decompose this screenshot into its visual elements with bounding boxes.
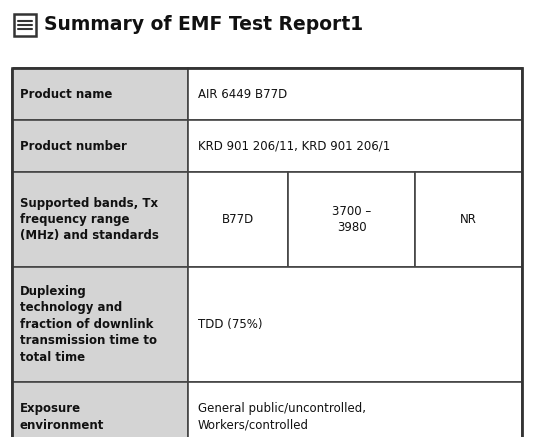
- Bar: [12, 382, 188, 437]
- Bar: [188, 120, 522, 172]
- Text: Summary of EMF Test Report1: Summary of EMF Test Report1: [44, 15, 363, 35]
- Bar: [415, 172, 522, 267]
- Bar: [14, 14, 36, 36]
- Bar: [188, 267, 522, 382]
- Text: NR: NR: [460, 213, 477, 226]
- Bar: [12, 172, 188, 267]
- Bar: [188, 68, 522, 120]
- Text: KRD 901 206/11, KRD 901 206/1: KRD 901 206/11, KRD 901 206/1: [198, 139, 390, 153]
- Bar: [288, 172, 415, 267]
- Text: Product name: Product name: [20, 87, 112, 101]
- Bar: [12, 267, 188, 382]
- Text: B77D: B77D: [222, 213, 254, 226]
- Text: Exposure
environment: Exposure environment: [20, 402, 104, 432]
- Text: TDD (75%): TDD (75%): [198, 318, 262, 331]
- Text: AIR 6449 B77D: AIR 6449 B77D: [198, 87, 287, 101]
- Text: 3700 –
3980: 3700 – 3980: [332, 205, 371, 234]
- Bar: [188, 382, 522, 437]
- Text: Duplexing
technology and
fraction of downlink
transmission time to
total time: Duplexing technology and fraction of dow…: [20, 285, 157, 364]
- Bar: [12, 68, 188, 120]
- Bar: [188, 172, 288, 267]
- Text: Product number: Product number: [20, 139, 127, 153]
- Text: General public/uncontrolled,
Workers/controlled: General public/uncontrolled, Workers/con…: [198, 402, 366, 432]
- Bar: [12, 120, 188, 172]
- Text: Supported bands, Tx
frequency range
(MHz) and standards: Supported bands, Tx frequency range (MHz…: [20, 197, 159, 243]
- Bar: [12, 68, 522, 437]
